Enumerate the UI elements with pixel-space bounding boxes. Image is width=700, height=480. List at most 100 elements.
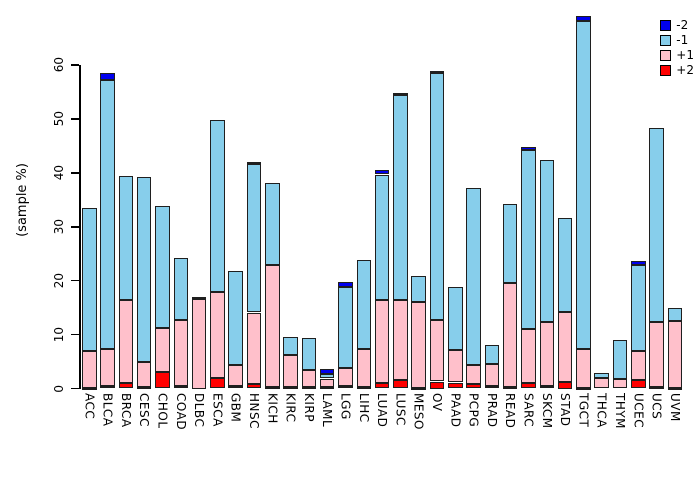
x-axis-label-meso: MESO: [409, 393, 429, 453]
bar-laml-segment-+1: [319, 378, 335, 388]
bar-hnsc-segment--2: [246, 161, 262, 164]
x-axis-label-sarc: SARC: [519, 393, 539, 453]
y-tick-label-text: 20: [52, 273, 66, 289]
bar-hnsc-segment-+1: [246, 312, 262, 385]
legend-item-minus1: -1: [660, 34, 694, 46]
x-axis-label-text: PCPG: [466, 393, 481, 428]
bar-pcpg-segment-+2: [466, 384, 481, 389]
bar-stad-segment-+1: [557, 312, 573, 382]
bar-meso-segment-+2: [411, 388, 426, 390]
bar-laml-segment--2: [319, 369, 335, 374]
bar-prad-segment-+1: [484, 363, 500, 386]
legend-swatch-minus1-icon: [660, 34, 672, 46]
x-axis-label-text: KICH: [265, 393, 280, 424]
bar-coad-segment-+2: [173, 385, 188, 389]
bar-dlbc-segment--1: [191, 297, 207, 300]
bar-luad-segment-+1: [374, 300, 390, 384]
y-tick-label: 30: [50, 202, 68, 252]
x-axis-label-stad: STAD: [555, 393, 575, 453]
bar-brca-segment-+1: [118, 300, 134, 383]
bar-luad-segment--2: [374, 170, 390, 175]
bar-luad-segment-+2: [374, 383, 390, 389]
bar-kirp-segment-+1: [301, 370, 317, 388]
x-axis-label-ucec: UCEC: [628, 393, 648, 453]
x-axis-label-text: STAD: [558, 393, 572, 427]
x-axis-label-text: BLCA: [100, 393, 115, 427]
x-axis-label-text: DLBC: [192, 393, 207, 428]
x-axis-label-esca: ESCA: [207, 393, 227, 453]
bar-lgg-segment-+1: [338, 368, 353, 386]
x-axis-label-hnsc: HNSC: [244, 393, 264, 453]
bar-tgct-segment-+2: [576, 388, 591, 390]
x-axis-label-text: ACC: [82, 393, 97, 420]
bar-luad-segment--1: [374, 174, 390, 301]
bar-chol-segment-+1: [155, 327, 170, 372]
bar-tgct-segment--2: [576, 15, 591, 22]
bar-ov-segment--1: [429, 73, 445, 321]
y-axis-title-text: (sample %): [14, 163, 30, 237]
bar-lusc-segment--2: [393, 92, 408, 96]
legend-item-plus2: +2: [660, 64, 694, 76]
bar-cesc-segment-+1: [136, 361, 152, 387]
bar-read-segment-+2: [502, 386, 518, 389]
bar-chol-segment--1: [155, 206, 170, 328]
x-axis-label-pcpg: PCPG: [464, 393, 484, 453]
x-axis-label-text: TGCT: [576, 393, 591, 428]
bar-lusc-segment-+1: [393, 300, 408, 380]
bar-ucs-segment-+2: [649, 386, 664, 389]
x-axis-label-tgct: TGCT: [573, 393, 593, 453]
y-tick: [71, 387, 79, 390]
x-axis-label-text: PRAD: [484, 393, 499, 428]
legend-label: +2: [676, 63, 694, 77]
y-tick-label-text: 10: [52, 326, 66, 343]
x-axis-label-text: OV: [429, 393, 444, 412]
bar-sarc-segment-+1: [521, 328, 536, 383]
bar-ucec-segment-+2: [631, 380, 646, 389]
bar-dlbc-segment-+1: [191, 299, 207, 389]
x-axis-label-brca: BRCA: [116, 393, 136, 453]
bar-gbm-segment-+2: [228, 386, 243, 389]
x-axis-label-text: HNSC: [247, 393, 261, 429]
y-tick-label-text: 60: [52, 57, 66, 73]
x-axis-label-read: READ: [500, 393, 520, 453]
y-tick: [71, 333, 79, 336]
x-axis-label-kirp: KIRP: [299, 393, 319, 453]
bar-pcpg-segment--1: [466, 188, 481, 365]
bar-ucec-segment--1: [631, 265, 646, 351]
bar-tgct-segment-+1: [576, 348, 591, 388]
y-tick-label: 20: [50, 256, 68, 306]
x-axis-label-text: LIHC: [356, 393, 371, 423]
bar-ov-segment-+2: [429, 381, 445, 389]
bar-kich-segment-+2: [265, 386, 280, 389]
x-axis-label-ucs: UCS: [647, 393, 667, 453]
y-tick-label: 0: [50, 364, 68, 414]
bar-brca-segment--1: [118, 176, 134, 301]
x-axis-label-cesc: CESC: [134, 393, 154, 453]
legend-swatch-plus2-icon: [660, 64, 672, 76]
x-axis-label-text: LAML: [320, 393, 335, 428]
y-tick: [71, 64, 79, 66]
bar-lihc-segment-+2: [356, 386, 371, 389]
legend-swatch-plus1-icon: [660, 49, 672, 61]
bar-kich-segment--1: [265, 182, 280, 266]
bar-paad-segment-+1: [448, 350, 463, 383]
x-axis-label-text: UCS: [649, 393, 664, 420]
bar-brca-segment-+2: [118, 382, 134, 389]
bar-lusc-segment-+2: [393, 379, 408, 389]
bar-meso-segment-+1: [411, 301, 426, 388]
bar-skcm-segment-+2: [539, 386, 554, 389]
bar-esca-segment--1: [210, 120, 225, 292]
legend-label: -1: [676, 33, 689, 47]
bar-ov-segment--2: [429, 71, 445, 74]
bar-ucec-segment-+1: [631, 350, 646, 381]
bar-stad-segment-+2: [557, 381, 573, 389]
bar-lgg-segment-+2: [338, 385, 353, 389]
bar-blca-segment-+2: [100, 386, 115, 389]
bar-kirc-segment-+2: [283, 387, 298, 390]
bar-gbm-segment--1: [228, 271, 243, 365]
bar-coad-segment--1: [173, 257, 188, 320]
bar-acc-segment--1: [82, 207, 97, 352]
x-axis-label-text: KIRP: [301, 393, 316, 422]
bar-coad-segment-+1: [173, 320, 188, 386]
